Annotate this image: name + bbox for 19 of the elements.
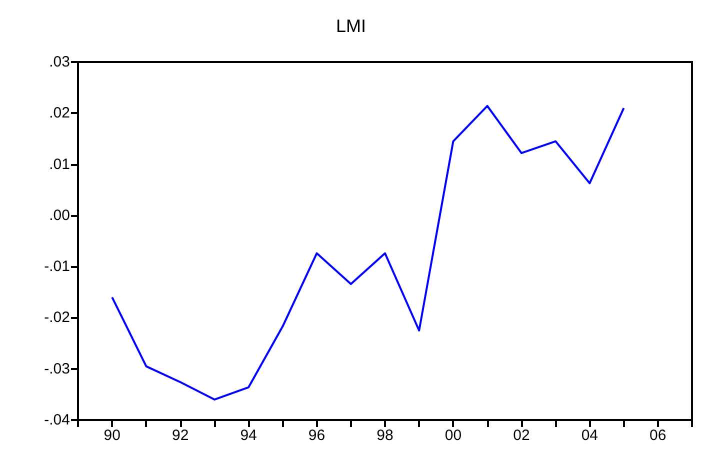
y-tick-label: -.01 — [44, 258, 70, 276]
y-tick-label: -.03 — [44, 360, 70, 378]
y-tick-label: .00 — [49, 206, 70, 224]
x-tick-label: 96 — [308, 427, 326, 444]
chart-title: LMI — [336, 16, 366, 36]
x-tick-label: 92 — [172, 427, 189, 444]
x-tick-label: 90 — [104, 427, 120, 444]
x-tick-label: 00 — [444, 427, 462, 444]
x-tick-label: 94 — [240, 427, 257, 444]
x-tick-label: 98 — [376, 427, 394, 444]
y-tick-label: .02 — [49, 104, 70, 122]
y-tick-label: .03 — [49, 54, 70, 70]
x-tick-label: 04 — [581, 427, 598, 444]
y-tick-label: -.04 — [44, 412, 70, 428]
x-tick-label: 06 — [650, 427, 666, 444]
line-series — [111, 104, 625, 401]
y-tick-label: -.02 — [44, 309, 70, 326]
y-tick-label: .01 — [49, 156, 70, 173]
x-tick-label: 02 — [513, 427, 530, 444]
